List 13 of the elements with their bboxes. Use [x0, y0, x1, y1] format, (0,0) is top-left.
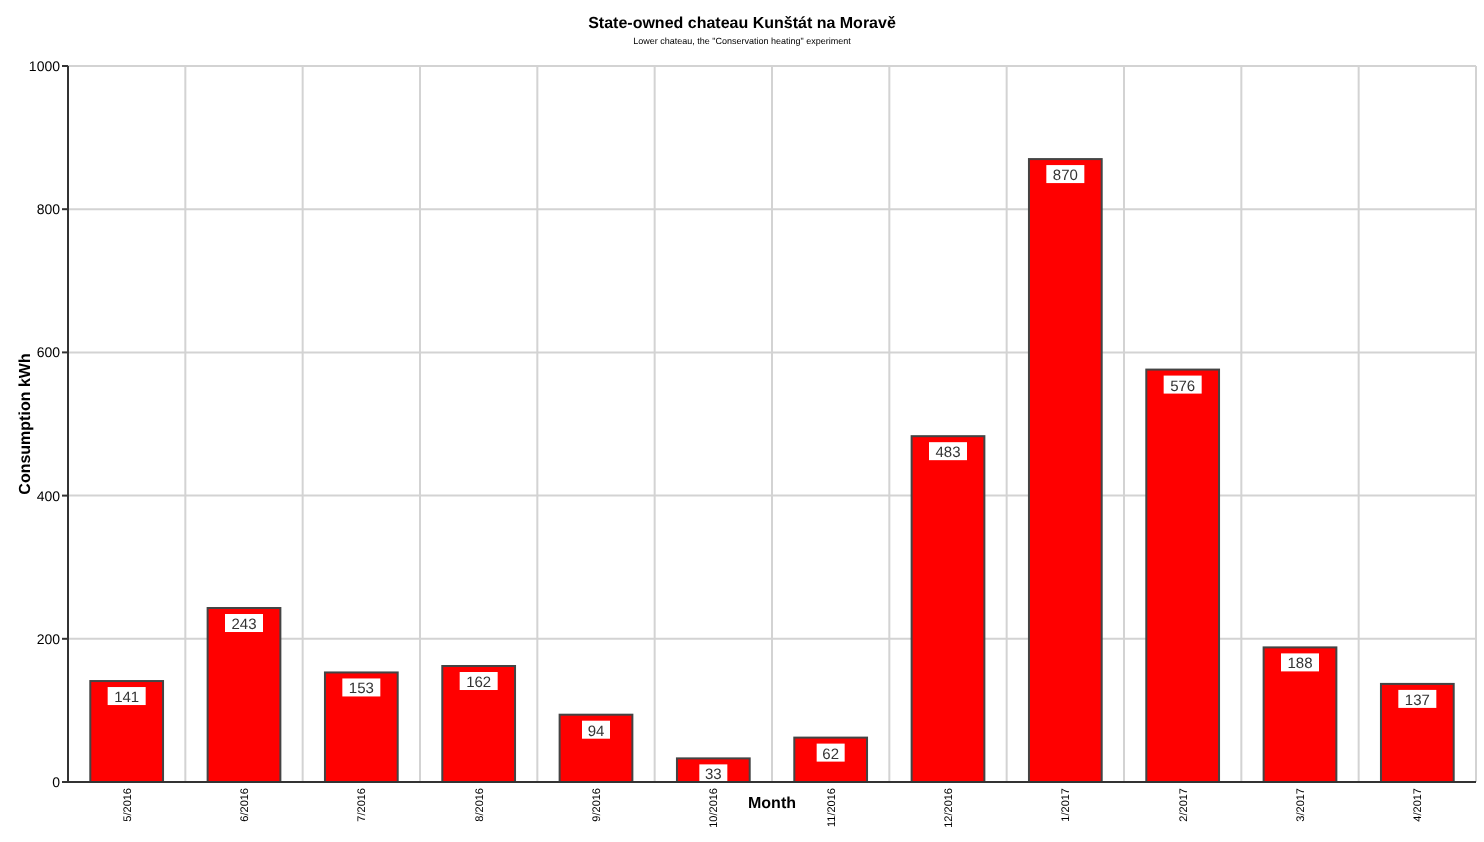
- bar: [206, 607, 282, 783]
- bar: [1027, 158, 1103, 783]
- chart-title: State-owned chateau Kunštát na Moravě: [588, 14, 897, 32]
- bar: [1262, 646, 1338, 783]
- bar: [1379, 682, 1455, 783]
- bar: [323, 671, 399, 783]
- bar: [1145, 368, 1221, 783]
- y-axis-title: Consumption kWh: [16, 353, 34, 495]
- x-axis-title: Month: [748, 794, 797, 812]
- bar: [441, 665, 517, 783]
- bar: [558, 713, 634, 783]
- bar: [910, 435, 986, 783]
- bar: [89, 680, 165, 783]
